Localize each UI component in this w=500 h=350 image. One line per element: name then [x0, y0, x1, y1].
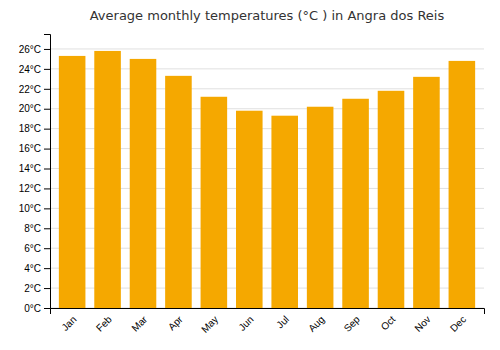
y-tick: 20°C	[19, 103, 50, 114]
y-tick-label: 10°C	[19, 203, 41, 214]
y-tick: 10°C	[19, 203, 50, 214]
chart-svg: 0°C 2°C 4°C 6°C 8°C 10°C 12°C 14°C 16°C 18°C 20°C 2…	[0, 0, 500, 350]
y-tick-label: 26°C	[19, 44, 41, 55]
y-tick: 16°C	[19, 143, 50, 154]
y-tick-mark	[44, 308, 50, 309]
y-tick-mark	[44, 69, 50, 70]
x-tick: Sep	[342, 313, 363, 334]
x-tick-label: Dec	[448, 314, 468, 334]
bar	[271, 116, 298, 308]
y-tick-mark	[44, 129, 50, 130]
x-axis: Jan Feb Mar Apr May Jun Jul Aug Sep Oct Nov Dec	[51, 309, 485, 335]
x-tick-label: Sep	[342, 313, 363, 334]
bar	[342, 99, 369, 308]
y-axis-line	[44, 35, 51, 309]
x-tick-label: Jul	[274, 314, 291, 331]
y-tick-label: 2°C	[24, 283, 41, 294]
x-tick-label: Aug	[306, 314, 326, 334]
y-tick: 18°C	[19, 123, 50, 134]
y-tick-label: 24°C	[19, 64, 41, 75]
x-tick: Apr	[166, 313, 185, 332]
y-tick: 0°C	[24, 303, 50, 314]
y-tick-mark	[44, 188, 50, 189]
y-tick-mark	[44, 89, 50, 90]
y-tick-mark	[44, 109, 50, 110]
x-tick-label: May	[199, 314, 220, 335]
y-tick-mark	[44, 248, 50, 249]
y-tick-label: 6°C	[24, 243, 41, 254]
title: Average monthly temperatures (°C ) in An…	[90, 8, 445, 23]
bars	[59, 51, 475, 308]
y-tick: 14°C	[19, 163, 50, 174]
y-axis: 0°C 2°C 4°C 6°C 8°C 10°C 12°C 14°C 16°C 18°C 20°C 2…	[19, 35, 51, 314]
x-tick-label: Feb	[94, 313, 114, 333]
x-tick-label: Mar	[129, 313, 149, 333]
bar	[236, 111, 263, 308]
y-tick: 22°C	[19, 84, 50, 95]
x-tick: Oct	[379, 314, 398, 333]
y-tick-label: 4°C	[24, 263, 41, 274]
plot: 0°C 2°C 4°C 6°C 8°C 10°C 12°C 14°C 16°C 18°C 20°C 2…	[19, 35, 485, 335]
bar	[165, 76, 192, 308]
grid-line	[50, 48, 484, 49]
y-tick: 6°C	[24, 243, 50, 254]
y-tick: 26°C	[19, 44, 50, 55]
bar	[378, 91, 405, 308]
x-tick-label: Nov	[412, 314, 432, 334]
x-tick-label: Jan	[59, 314, 78, 333]
x-tick: Feb	[94, 313, 114, 333]
y-tick-mark	[44, 268, 50, 269]
bar	[130, 59, 157, 308]
x-tick: May	[199, 314, 220, 335]
y-tick-mark	[44, 288, 50, 289]
y-tick-label: 0°C	[24, 303, 41, 314]
y-tick: 2°C	[24, 283, 50, 294]
y-tick: 4°C	[24, 263, 50, 274]
y-tick-mark	[44, 49, 50, 50]
x-tick: Dec	[448, 314, 468, 334]
y-tick-label: 20°C	[19, 103, 41, 114]
y-tick: 12°C	[19, 183, 50, 194]
x-tick-label: Oct	[379, 314, 398, 333]
y-tick-label: 14°C	[19, 163, 41, 174]
x-tick: Mar	[129, 313, 149, 333]
bar	[413, 77, 440, 308]
x-tick: Nov	[412, 314, 432, 334]
y-tick: 8°C	[24, 223, 50, 234]
bar	[94, 51, 121, 308]
x-tick-label: Apr	[166, 313, 185, 332]
grid	[50, 49, 484, 308]
x-tick: Aug	[306, 314, 326, 334]
x-tick: Jul	[274, 314, 291, 331]
y-tick-label: 8°C	[24, 223, 41, 234]
x-tick: Jan	[59, 314, 78, 333]
y-tick-mark	[44, 169, 50, 170]
x-axis-line	[51, 309, 485, 315]
y-tick-label: 18°C	[19, 123, 41, 134]
bar	[59, 56, 86, 308]
y-tick-label: 12°C	[19, 183, 41, 194]
x-tick: Jun	[236, 314, 255, 333]
bar	[201, 97, 228, 308]
bar	[307, 107, 334, 308]
y-tick-mark	[44, 228, 50, 229]
chart-container: 0°C 2°C 4°C 6°C 8°C 10°C 12°C 14°C 16°C 18°C 20°C 2…	[0, 0, 500, 350]
y-tick-label: 22°C	[19, 84, 41, 95]
y-tick-mark	[44, 208, 50, 209]
y-tick-mark	[44, 149, 50, 150]
y-tick: 24°C	[19, 64, 50, 75]
x-tick-label: Jun	[236, 314, 255, 333]
y-tick-label: 16°C	[19, 143, 41, 154]
bar	[449, 61, 476, 308]
